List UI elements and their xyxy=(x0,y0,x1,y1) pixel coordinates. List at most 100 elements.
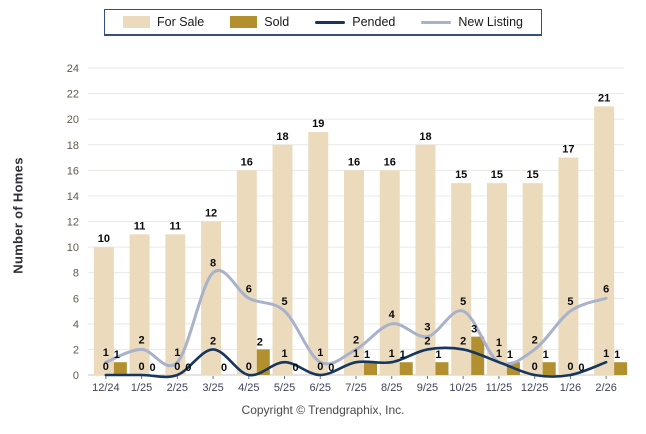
svg-text:1: 1 xyxy=(389,348,395,360)
svg-text:0: 0 xyxy=(246,361,252,373)
legend-label-new-listing: New Listing xyxy=(458,15,523,29)
svg-text:4: 4 xyxy=(73,319,79,331)
svg-text:1: 1 xyxy=(174,347,180,359)
svg-text:6: 6 xyxy=(246,283,252,295)
svg-text:11: 11 xyxy=(134,220,146,232)
svg-text:1: 1 xyxy=(400,349,406,361)
svg-text:1: 1 xyxy=(103,347,109,359)
svg-text:0: 0 xyxy=(578,362,584,374)
svg-text:0: 0 xyxy=(150,362,156,374)
svg-text:8/25: 8/25 xyxy=(381,382,402,394)
svg-text:0: 0 xyxy=(317,361,323,373)
svg-text:0: 0 xyxy=(567,361,573,373)
svg-text:15: 15 xyxy=(491,169,503,181)
svg-text:0: 0 xyxy=(185,362,191,374)
svg-text:22: 22 xyxy=(67,89,79,101)
svg-text:17: 17 xyxy=(562,144,574,156)
svg-text:0: 0 xyxy=(174,361,180,373)
svg-text:0: 0 xyxy=(532,361,538,373)
svg-text:0: 0 xyxy=(221,362,227,374)
sold-swatch-icon xyxy=(230,16,258,28)
svg-text:1: 1 xyxy=(281,348,287,360)
svg-text:1/26: 1/26 xyxy=(560,382,581,394)
svg-text:8: 8 xyxy=(73,268,79,280)
svg-text:1: 1 xyxy=(317,347,323,359)
svg-text:19: 19 xyxy=(312,118,324,130)
svg-text:10/25: 10/25 xyxy=(449,382,477,394)
svg-text:12: 12 xyxy=(67,217,79,229)
svg-text:12: 12 xyxy=(205,208,217,220)
svg-text:21: 21 xyxy=(598,92,610,104)
legend: For Sale Sold Pended New Listing xyxy=(0,9,646,36)
svg-text:1/25: 1/25 xyxy=(131,382,152,394)
svg-text:2: 2 xyxy=(73,344,79,356)
svg-text:15: 15 xyxy=(455,169,467,181)
svg-text:2: 2 xyxy=(139,334,145,346)
svg-text:1: 1 xyxy=(496,348,502,360)
svg-text:24: 24 xyxy=(67,63,79,75)
legend-item-new-listing: New Listing xyxy=(421,15,523,29)
svg-text:1: 1 xyxy=(614,349,620,361)
svg-text:18: 18 xyxy=(276,131,288,143)
svg-text:16: 16 xyxy=(241,156,253,168)
y-axis-title: Number of Homes xyxy=(10,157,26,274)
legend-label-for-sale: For Sale xyxy=(156,15,205,29)
svg-text:4/25: 4/25 xyxy=(238,382,259,394)
for-sale-swatch-icon xyxy=(122,16,150,28)
svg-text:1: 1 xyxy=(496,337,502,349)
svg-text:2: 2 xyxy=(257,336,263,348)
svg-text:2: 2 xyxy=(210,335,216,347)
svg-text:0: 0 xyxy=(328,362,334,374)
svg-text:4: 4 xyxy=(389,309,396,321)
legend-item-sold: Sold xyxy=(230,15,289,29)
svg-text:14: 14 xyxy=(67,191,79,203)
svg-text:3/25: 3/25 xyxy=(202,382,223,394)
svg-text:1: 1 xyxy=(435,349,441,361)
svg-text:2/26: 2/26 xyxy=(595,382,616,394)
svg-text:1: 1 xyxy=(543,349,549,361)
svg-text:11: 11 xyxy=(170,220,182,232)
svg-text:12/24: 12/24 xyxy=(92,382,120,394)
legend-item-pended: Pended xyxy=(315,15,395,29)
svg-text:10: 10 xyxy=(98,233,110,245)
svg-text:18: 18 xyxy=(67,140,79,152)
svg-text:6: 6 xyxy=(603,283,609,295)
svg-text:3: 3 xyxy=(424,322,430,334)
svg-text:1: 1 xyxy=(114,349,120,361)
svg-text:1: 1 xyxy=(603,348,609,360)
copyright-text: Copyright © Trendgraphix, Inc. xyxy=(241,403,405,417)
svg-text:10: 10 xyxy=(67,242,79,254)
svg-text:16: 16 xyxy=(384,156,396,168)
svg-text:8: 8 xyxy=(210,258,216,270)
svg-text:0: 0 xyxy=(73,370,79,382)
svg-text:12/25: 12/25 xyxy=(521,382,549,394)
svg-text:0: 0 xyxy=(139,361,145,373)
legend-label-sold: Sold xyxy=(264,15,290,29)
svg-text:2: 2 xyxy=(460,335,466,347)
svg-text:7/25: 7/25 xyxy=(345,382,366,394)
legend-item-for-sale: For Sale xyxy=(122,15,205,29)
new-listing-swatch-icon xyxy=(421,20,452,24)
legend-label-pended: Pended xyxy=(352,15,396,29)
svg-text:11/25: 11/25 xyxy=(486,382,513,394)
svg-text:6/25: 6/25 xyxy=(310,382,331,394)
svg-text:6: 6 xyxy=(73,293,79,305)
legend-box: For Sale Sold Pended New Listing xyxy=(103,9,542,36)
svg-text:3: 3 xyxy=(471,324,477,336)
svg-text:2: 2 xyxy=(532,334,538,346)
svg-text:20: 20 xyxy=(67,114,79,126)
svg-text:2: 2 xyxy=(424,335,430,347)
svg-text:16: 16 xyxy=(67,165,79,177)
svg-text:1: 1 xyxy=(364,349,370,361)
svg-text:2/25: 2/25 xyxy=(167,382,188,394)
svg-text:1: 1 xyxy=(507,349,513,361)
svg-text:5/25: 5/25 xyxy=(274,382,295,394)
svg-text:5: 5 xyxy=(567,296,573,308)
svg-text:2: 2 xyxy=(353,334,359,346)
svg-text:18: 18 xyxy=(419,131,431,143)
svg-text:16: 16 xyxy=(348,156,360,168)
svg-text:0: 0 xyxy=(292,362,298,374)
svg-text:15: 15 xyxy=(527,169,539,181)
